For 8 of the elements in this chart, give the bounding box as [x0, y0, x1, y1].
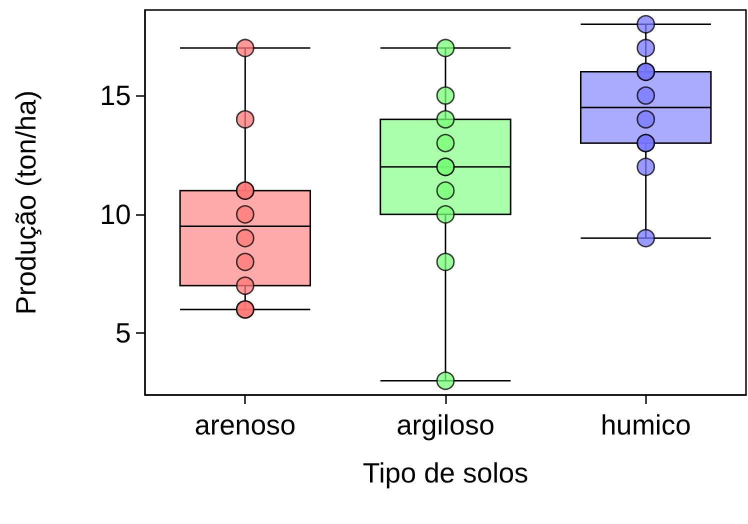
- y-tick-label: 5: [115, 318, 131, 349]
- y-tick-label: 10: [100, 198, 131, 230]
- y-axis-title: Produção (ton/ha): [10, 90, 42, 315]
- x-axis-title: Tipo de solos: [362, 458, 528, 488]
- x-tick-label: argiloso: [396, 410, 495, 440]
- x-tick-label: humico: [600, 410, 691, 440]
- y-tick-label: 15: [100, 80, 131, 112]
- x-tick-label: arenoso: [194, 410, 296, 440]
